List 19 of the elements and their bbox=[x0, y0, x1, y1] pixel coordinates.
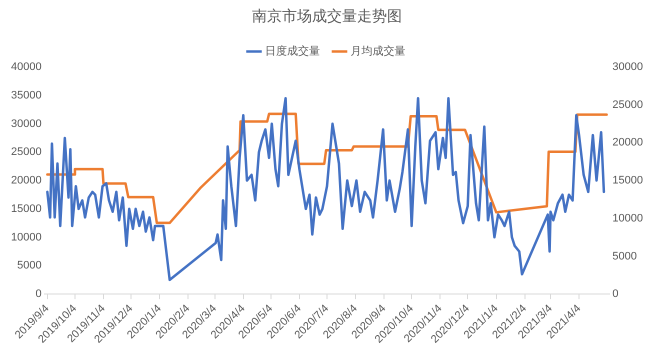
y-tick-label: 30000 bbox=[10, 118, 42, 130]
legend-label: 日度成交量 bbox=[265, 44, 320, 58]
y-tick-label: 15000 bbox=[10, 202, 42, 215]
y-tick-label: 20000 bbox=[10, 174, 42, 187]
y-tick-label: 35000 bbox=[10, 89, 42, 102]
y-tick-label: 0 bbox=[35, 288, 42, 300]
y2-tick-label: 20000 bbox=[612, 136, 644, 149]
y-tick-label: 25000 bbox=[10, 146, 42, 158]
y2-tick-label: 25000 bbox=[612, 98, 644, 111]
y2-tick-label: 30000 bbox=[612, 61, 644, 74]
legend-label: 月均成交量 bbox=[350, 44, 406, 58]
y2-tick-label: 5000 bbox=[612, 250, 637, 262]
y2-tick-label: 15000 bbox=[612, 174, 644, 187]
chart-title: 南京市场成交量走势图 bbox=[252, 8, 402, 26]
y-tick-label: 40000 bbox=[10, 61, 42, 74]
y2-tick-label: 10000 bbox=[612, 212, 644, 224]
y-tick-label: 10000 bbox=[10, 231, 42, 244]
y-tick-label: 5000 bbox=[17, 260, 42, 272]
y2-tick-label: 0 bbox=[612, 288, 619, 300]
